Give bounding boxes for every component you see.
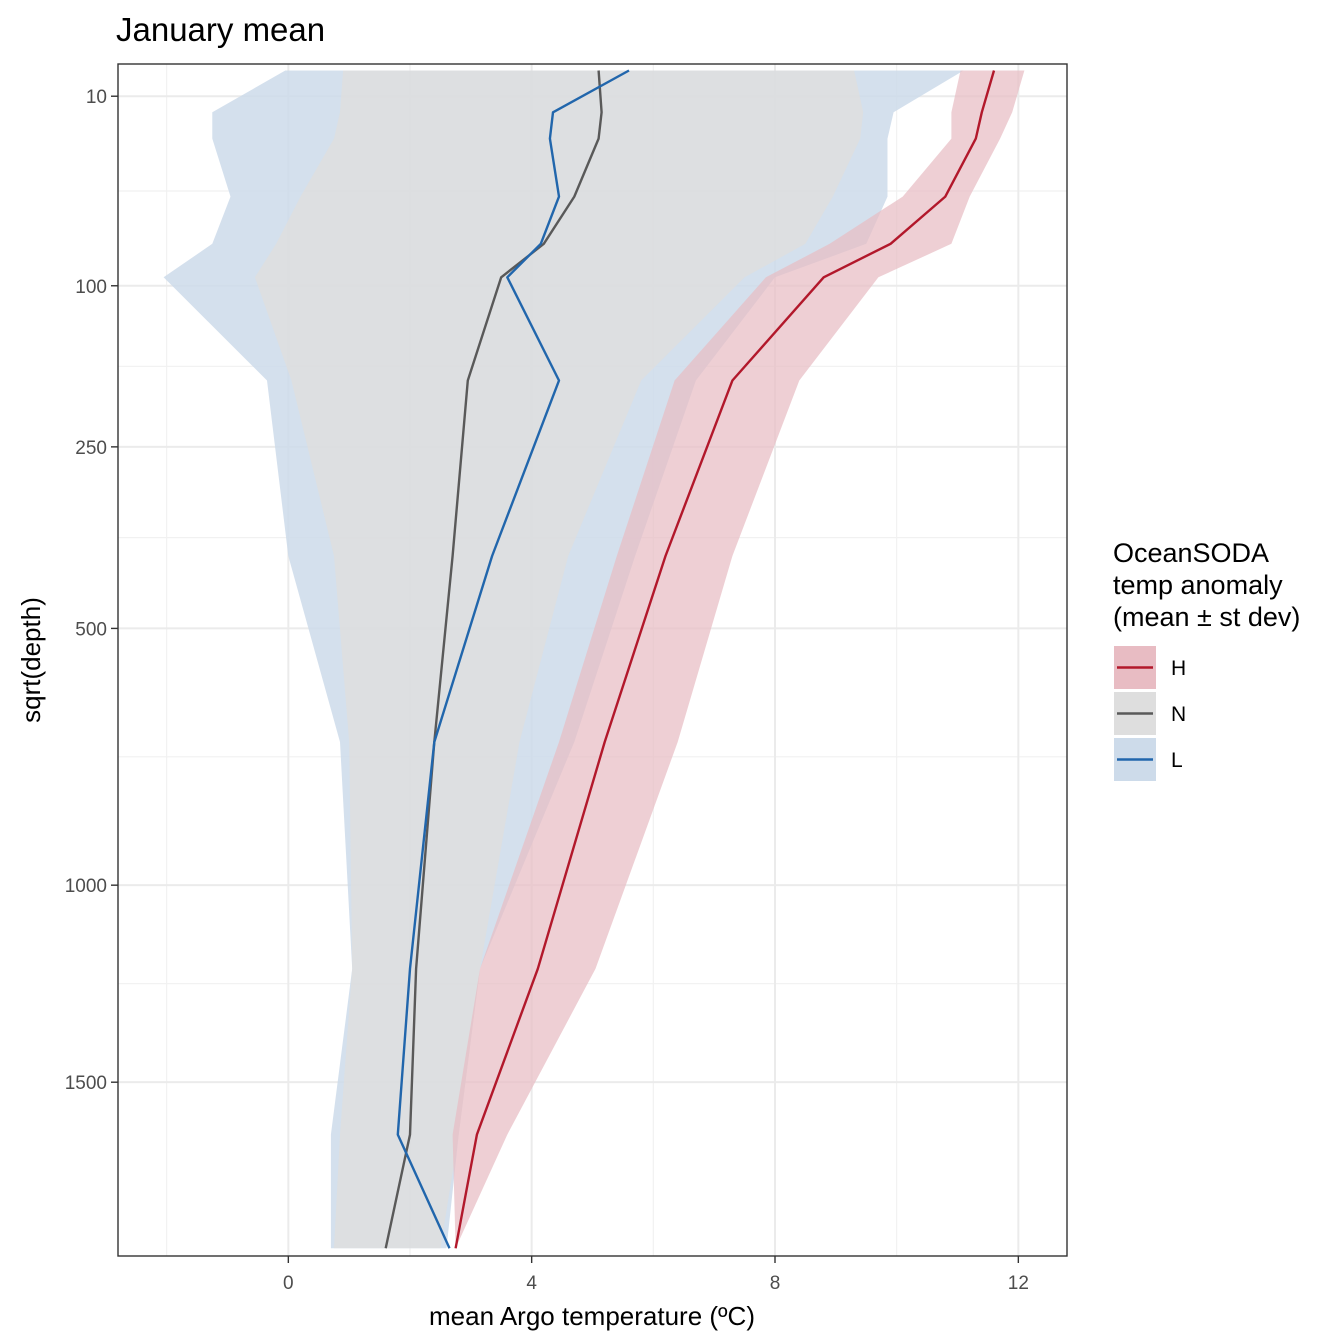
series-line-L [396, 69, 630, 1249]
series-line-H [454, 70, 996, 1249]
y-tick-label: 100 [75, 277, 107, 298]
legend-label-H: H [1171, 657, 1186, 680]
x-tick-label: 12 [1008, 1273, 1029, 1294]
legend-title-line-1: OceanSODA [1113, 538, 1269, 568]
legend-label-N: N [1171, 703, 1186, 726]
y-tick-label: 1000 [65, 876, 107, 897]
y-tick-label: 250 [75, 438, 107, 459]
x-axis: 0 4 8 12 [283, 1256, 1029, 1294]
legend-label-L: L [1171, 749, 1183, 772]
y-axis: 10 100 250 500 1000 1500 [65, 87, 118, 1094]
y-tick-label: 10 [86, 87, 107, 108]
y-axis-title: sqrt(depth) [16, 597, 46, 723]
plot-border [117, 63, 1068, 1257]
x-axis-title: mean Argo temperature (ºC) [429, 1301, 755, 1331]
x-tick-label: 8 [770, 1273, 781, 1294]
legend-title-line-2: temp anomaly [1113, 570, 1283, 600]
y-tick-label: 500 [75, 619, 107, 640]
ribbon-N [254, 70, 864, 1249]
series-line-N [384, 70, 603, 1249]
y-tick-label: 1500 [65, 1073, 107, 1094]
x-tick-label: 0 [283, 1273, 294, 1294]
x-tick-label: 4 [526, 1273, 537, 1294]
legend: OceanSODA temp anomaly (mean ± st dev) H… [1113, 538, 1300, 781]
series-lines [384, 69, 996, 1249]
chart-title: January mean [116, 11, 325, 48]
ribbon-H [452, 70, 1025, 1249]
legend-title-line-3: (mean ± st dev) [1113, 602, 1300, 632]
ribbons [163, 70, 1025, 1249]
